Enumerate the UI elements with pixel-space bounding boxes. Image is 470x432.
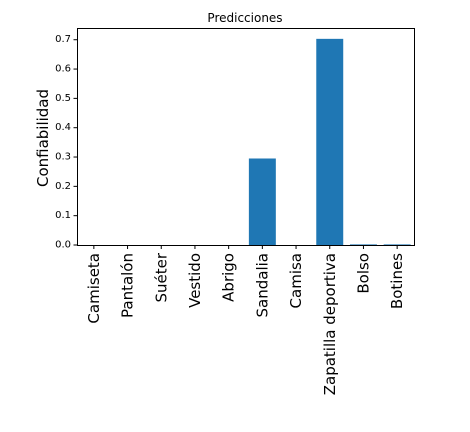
bars-group [248, 38, 411, 245]
x-tick-label: Camiseta [85, 253, 103, 324]
x-tick-label: Vestido [186, 253, 204, 308]
x-tick-label: Bolso [354, 253, 372, 294]
y-tick-label: 0.6 [55, 64, 71, 75]
x-tick-label: Pantalón [119, 253, 137, 318]
bar-5 [248, 158, 276, 245]
y-axis-label: Confiabilidad [34, 89, 52, 187]
bar-7 [316, 38, 344, 245]
bar-8 [349, 244, 377, 245]
chart-title: Predicciones [207, 11, 282, 25]
x-tick-label: Suéter [152, 252, 170, 302]
y-tick-label: 0.5 [55, 93, 71, 104]
x-tick-label: Camisa [287, 253, 305, 308]
y-tick-label: 0.7 [55, 34, 71, 45]
x-tick-label: Sandalia [253, 253, 271, 317]
y-axis: 0.0 0.1 0.2 0.3 0.4 0.5 0.6 0.7 [55, 34, 78, 251]
y-tick-label: 0.3 [55, 152, 71, 163]
x-axis: Camiseta Pantalón Suéter Vestido Abrigo Sanda… [85, 245, 406, 395]
plot-frame [77, 28, 415, 246]
y-tick-label: 0.4 [55, 122, 71, 133]
y-tick-label: 0.1 [55, 210, 71, 221]
y-tick-label: 0.2 [55, 181, 71, 192]
x-tick-label: Zapatilla deportiva [321, 253, 339, 395]
x-tick-label: Botines [388, 253, 406, 309]
x-tick-label: Abrigo [220, 253, 238, 302]
bar-9 [383, 244, 411, 245]
y-tick-label: 0.0 [55, 240, 71, 251]
